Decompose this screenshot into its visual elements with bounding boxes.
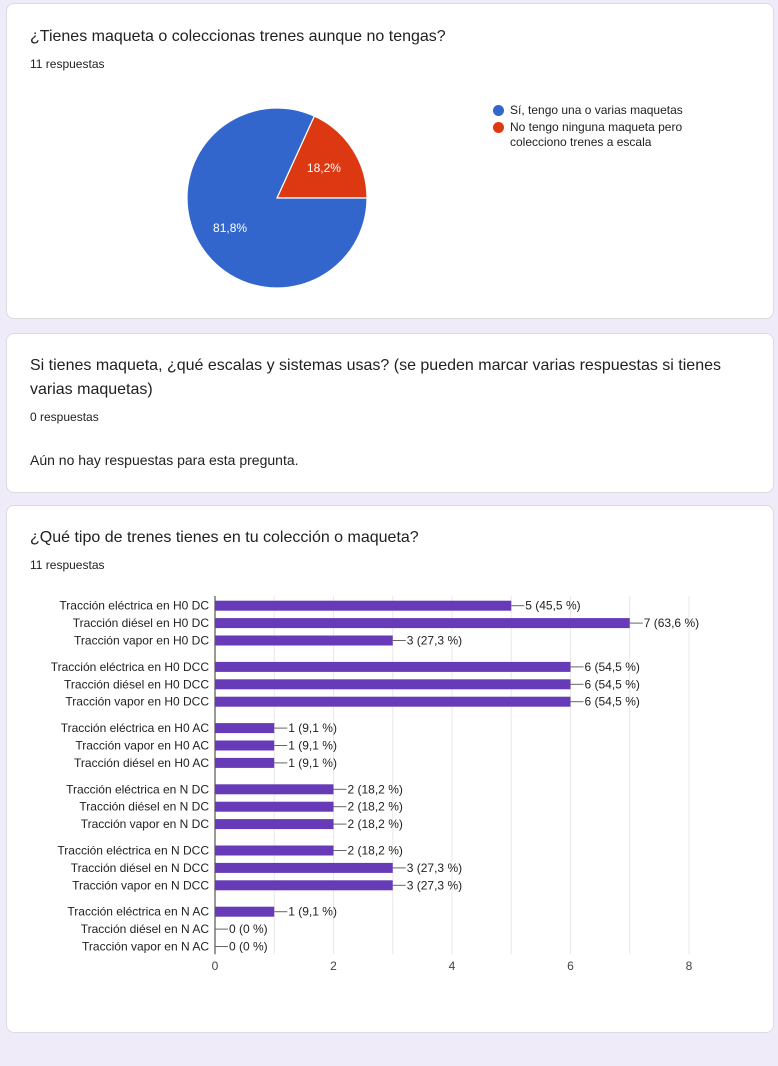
legend-swatch-red <box>493 122 504 133</box>
bar[interactable] <box>215 819 334 830</box>
category-label: Tracción vapor en N DCC <box>72 878 209 892</box>
bar[interactable] <box>215 784 334 795</box>
category-label: Tracción eléctrica en N AC <box>67 905 209 919</box>
data-label: 7 (63,6 %) <box>644 616 699 630</box>
data-label: 5 (45,5 %) <box>525 599 580 613</box>
x-tick-label: 2 <box>330 959 337 973</box>
category-label: Tracción diésel en H0 DCC <box>64 677 209 691</box>
question-card-2: Si tienes maqueta, ¿qué escalas y sistem… <box>6 333 774 493</box>
legend-label: No tengo ninguna maqueta pero colecciono… <box>510 120 683 149</box>
legend-item-no[interactable]: No tengo ninguna maqueta pero colecciono… <box>493 120 713 150</box>
question-card-3: ¿Qué tipo de trenes tienes en tu colecci… <box>6 505 774 1033</box>
data-label: 2 (18,2 %) <box>348 817 403 831</box>
category-label: Tracción diésel en N DCC <box>71 861 210 875</box>
question-title: ¿Tienes maqueta o coleccionas trenes aun… <box>30 28 446 45</box>
data-label: 3 (27,3 %) <box>407 634 462 648</box>
data-label: 6 (54,5 %) <box>585 695 640 709</box>
pie-slice-1[interactable] <box>276 115 368 199</box>
category-label: Tracción eléctrica en H0 DC <box>59 599 209 613</box>
bar[interactable] <box>215 757 275 768</box>
data-label: 1 (9,1 %) <box>288 721 337 735</box>
pie-label-0: 81,8% <box>213 221 247 235</box>
pie-legend: Sí, tengo una o varias maquetas No tengo… <box>493 103 713 152</box>
response-count: 0 respuestas <box>30 410 99 424</box>
question-title: ¿Qué tipo de trenes tienes en tu colecci… <box>30 529 419 546</box>
x-tick-label: 4 <box>449 959 456 973</box>
bar[interactable] <box>215 723 275 734</box>
data-label: 2 (18,2 %) <box>348 782 403 796</box>
data-label: 2 (18,2 %) <box>348 844 403 858</box>
pie-chart: 18,2% 81,8% <box>186 107 368 289</box>
bar[interactable] <box>215 600 512 611</box>
data-label: 2 (18,2 %) <box>348 800 403 814</box>
question-title: Si tienes maqueta, ¿qué escalas y sistem… <box>30 357 721 398</box>
category-label: Tracción vapor en H0 DC <box>74 634 209 648</box>
pie-label-1: 18,2% <box>307 161 341 175</box>
category-label: Tracción vapor en H0 DCC <box>65 695 209 709</box>
data-label: 6 (54,5 %) <box>585 660 640 674</box>
legend-label: Sí, tengo una o varias maquetas <box>510 103 683 117</box>
bar[interactable] <box>215 618 630 629</box>
data-label: 0 (0 %) <box>229 922 268 936</box>
legend-item-yes[interactable]: Sí, tengo una o varias maquetas <box>493 103 713 118</box>
bar[interactable] <box>215 801 334 812</box>
bar[interactable] <box>215 679 571 690</box>
response-count: 11 respuestas <box>30 558 105 572</box>
category-label: Tracción eléctrica en N DCC <box>57 844 209 858</box>
category-label: Tracción eléctrica en H0 AC <box>61 721 210 735</box>
bar[interactable] <box>215 661 571 672</box>
response-count: 11 respuestas <box>30 57 105 71</box>
bar[interactable] <box>215 880 393 891</box>
category-label: Tracción vapor en N AC <box>82 940 209 954</box>
bar[interactable] <box>215 906 275 917</box>
bar-chart: Tracción eléctrica en H0 DC 5 (45,5 %) Tra… <box>51 596 699 973</box>
bar[interactable] <box>215 696 571 707</box>
data-label: 3 (27,3 %) <box>407 878 462 892</box>
bar[interactable] <box>215 740 275 751</box>
category-label: Tracción diésel en H0 AC <box>74 756 209 770</box>
category-label: Tracción eléctrica en N DC <box>66 782 209 796</box>
bar[interactable] <box>215 635 393 646</box>
no-responses-text: Aún no hay respuestas para esta pregunta… <box>30 452 299 468</box>
pie-slice-0[interactable] <box>186 107 368 289</box>
bar[interactable] <box>215 862 393 873</box>
data-label: 0 (0 %) <box>229 940 268 954</box>
category-label: Tracción diésel en N DC <box>79 800 209 814</box>
x-tick-label: 8 <box>686 959 693 973</box>
question-card-1: ¿Tienes maqueta o coleccionas trenes aun… <box>6 3 774 319</box>
category-label: Tracción diésel en H0 DC <box>73 616 210 630</box>
category-label: Tracción eléctrica en H0 DCC <box>51 660 210 674</box>
data-label: 3 (27,3 %) <box>407 861 462 875</box>
x-tick-label: 6 <box>567 959 574 973</box>
category-label: Tracción vapor en H0 AC <box>75 739 209 753</box>
category-label: Tracción vapor en N DC <box>81 817 210 831</box>
data-label: 1 (9,1 %) <box>288 739 337 753</box>
x-tick-label: 0 <box>212 959 219 973</box>
category-label: Tracción diésel en N AC <box>81 922 210 936</box>
legend-swatch-blue <box>493 105 504 116</box>
data-label: 1 (9,1 %) <box>288 756 337 770</box>
bar[interactable] <box>215 845 334 856</box>
data-label: 1 (9,1 %) <box>288 905 337 919</box>
data-label: 6 (54,5 %) <box>585 677 640 691</box>
